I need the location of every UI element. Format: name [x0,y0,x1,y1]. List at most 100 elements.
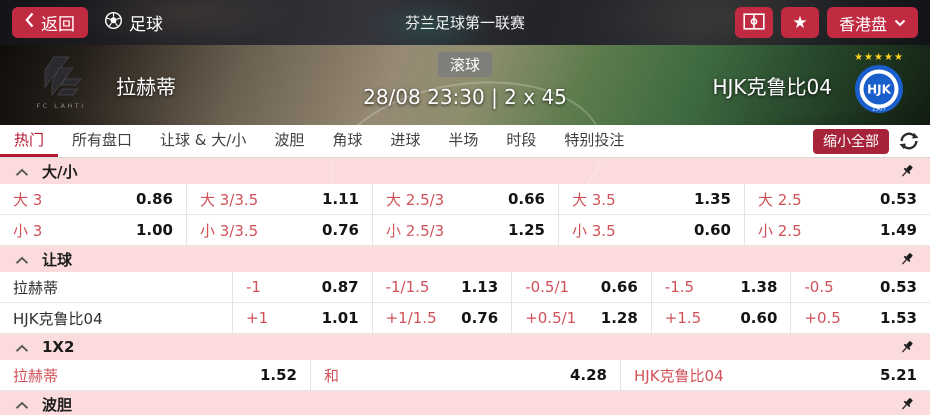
odds-value: 1.35 [693,190,731,208]
odds-value: 1.49 [879,221,917,239]
odds-label: -1 [246,278,261,296]
home-logo-caption: FC LAHTI [36,102,85,110]
odds-label: +0.5/1 [525,309,577,327]
away-logo-year: 1907 [872,107,886,113]
match-header: FC LAHTI 拉赫蒂 滚球 28/08 23:30 | 2 x 45 HJK… [0,45,930,125]
odds-label: -0.5/1 [525,278,570,296]
odds-cell[interactable]: +1.5 0.60 [650,303,791,333]
odds-value: 0.60 [740,309,778,327]
odds-cell[interactable]: 大 3 0.86 [0,184,186,214]
market-title: 大/小 [42,162,78,181]
favorite-button[interactable]: ★ [780,7,819,38]
market-header-1x2[interactable]: 1X2 [0,334,930,360]
pitch-view-button[interactable] [734,7,773,38]
match-info: 滚球 28/08 23:30 | 2 x 45 [0,45,930,125]
odds-label: -1/1.5 [385,278,430,296]
pin-icon[interactable] [899,251,915,267]
home-team-logo: FC LAHTI [24,53,98,117]
tab-1[interactable]: 热门 [0,125,59,157]
odds-value: 1.13 [461,278,499,296]
tab-3[interactable]: 让球 & 大/小 [160,131,247,149]
odds-cell[interactable]: 小 3.5 0.60 [558,215,744,245]
home-team-name: 拉赫蒂 [116,74,176,99]
odds-format-dropdown[interactable]: 香港盘 [826,7,918,38]
odds-label: HJK克鲁比04 [634,366,724,385]
chevron-up-icon [15,338,29,357]
odds-cell[interactable]: 大 3.5 1.35 [558,184,744,214]
market-title: 让球 [42,250,73,269]
odds-cell[interactable]: 小 2.5 1.49 [744,215,930,245]
odds-label: +0.5 [804,309,841,327]
kickoff-time: 28/08 23:30 | 2 x 45 [363,85,567,109]
away-team-name: HJK克鲁比04 [712,74,832,99]
odds-format-label: 香港盘 [838,16,887,34]
odds-value: 0.76 [461,309,499,327]
odds-value: 5.21 [879,366,917,384]
sport-selector[interactable]: 足球 [104,10,163,35]
chevron-up-icon [15,395,29,414]
odds-cell[interactable]: 和 4.28 [310,360,620,390]
odds-label: 小 3.5 [572,221,616,240]
topbar-actions: ★ 香港盘 [734,7,918,38]
odds-cell[interactable]: +0.5 1.53 [790,303,930,333]
pin-icon[interactable] [899,396,915,412]
market-section-handicap: 让球 拉赫蒂 -1 0.87 -1/1.5 1.13 -0.5/1 0.66 -1.5 1.38-… [0,246,930,334]
odds-cell[interactable]: +1 1.01 [232,303,372,333]
odds-cell[interactable]: +0.5/1 1.28 [511,303,651,333]
away-logo-monogram: HJK [867,83,892,97]
chevron-up-icon [15,250,29,269]
odds-value: 0.76 [321,221,359,239]
chevron-down-icon [894,14,906,32]
market-row: 拉赫蒂 1.52 和 4.28 HJK克鲁比04 5.21 [0,360,930,391]
odds-label: -1.5 [664,278,695,296]
chevron-up-icon [15,162,29,181]
market-header-handicap[interactable]: 让球 [0,246,930,272]
market-title: 1X2 [42,338,75,356]
sport-label: 足球 [129,15,163,35]
tab-actions: 缩小全部 [813,125,930,157]
odds-cell[interactable]: 拉赫蒂 1.52 [0,360,310,390]
pin-icon[interactable] [899,339,915,355]
back-button[interactable]: 返回 [12,7,88,38]
odds-cell[interactable]: -0.5 0.53 [790,272,930,302]
odds-cell[interactable]: -1 0.87 [232,272,372,302]
odds-label: +1.5 [664,309,702,327]
odds-value: 1.28 [600,309,638,327]
live-badge: 滚球 [437,52,492,77]
odds-label: 和 [324,366,340,385]
market-section-1x2: 1X2 拉赫蒂 1.52 和 4.28 HJK克鲁比04 5.21 [0,334,930,391]
odds-label: -0.5 [804,278,834,296]
pin-icon[interactable] [899,163,915,179]
refresh-icon[interactable] [898,130,920,152]
odds-value: 0.66 [600,278,638,296]
odds-value: 0.60 [693,221,731,239]
top-bar: 返回 足球 芬兰足球第一联赛 [0,0,930,45]
odds-value: 0.86 [135,190,173,208]
team-name-cell: 拉赫蒂 [13,278,59,297]
sections: 大/小大 30.86大 3/3.51.11大 2.5/30.66大 3.51.3… [0,158,930,415]
odds-cell[interactable]: 大 2.5 0.53 [744,184,930,214]
away-team: HJK克鲁比04 ★★★★★ HJK 1907 [712,45,908,125]
star-icon: ★ [792,13,808,32]
odds-cell[interactable]: -1.5 1.38 [650,272,791,302]
odds-cell[interactable]: -1/1.5 1.13 [371,272,512,302]
odds-value: 1.01 [321,309,359,327]
collapse-all-button[interactable]: 缩小全部 [813,128,889,154]
away-team-logo: ★★★★★ HJK 1907 [850,49,908,121]
odds-cell[interactable]: 小 3 1.00 [0,215,186,245]
market-header-correct-score[interactable]: 波胆 [0,391,930,415]
odds-cell[interactable]: 小 3/3.5 0.76 [186,215,372,245]
odds-label: 拉赫蒂 [13,366,59,385]
chevron-left-icon [25,12,34,33]
odds-cell[interactable]: +1/1.5 0.76 [371,303,512,333]
tab-4[interactable]: 波胆 [274,131,305,149]
odds-label: 大 3/3.5 [200,190,259,209]
home-team: FC LAHTI 拉赫蒂 [24,45,176,125]
odds-cell[interactable]: HJK克鲁比04 5.21 [620,360,930,390]
away-logo-stars: ★★★★★ [854,52,904,63]
market-section-correct-score: 波胆 [0,391,930,415]
tab-2[interactable]: 所有盘口 [72,131,133,149]
market-row: HJK克鲁比04 +1 1.01 +1/1.5 0.76 +0.5/1 1.28 +1.5 0.… [0,303,930,334]
odds-cell[interactable]: -0.5/1 0.66 [511,272,651,302]
